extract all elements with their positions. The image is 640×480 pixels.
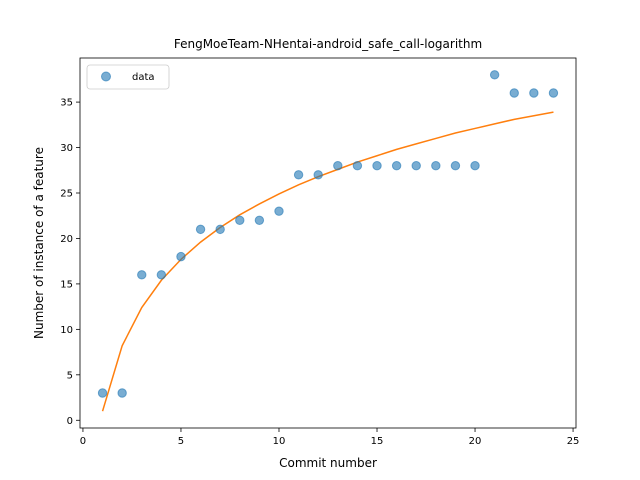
data-point: [254, 215, 265, 225]
x-tick-label: 25: [567, 436, 580, 447]
y-tick-label: 0: [67, 416, 73, 427]
x-axis-label: Commit number: [279, 456, 377, 470]
data-point: [489, 70, 500, 80]
legend-box: [86, 64, 170, 90]
x-axis: 0 5 10 15 20 25: [80, 428, 580, 447]
chart-title: FengMoeTeam-NHentai-android_safe_call-lo…: [174, 37, 482, 51]
fit-line: [101, 111, 554, 412]
data-point: [195, 224, 206, 235]
data-point: [97, 388, 108, 398]
x-tick-label: 20: [469, 436, 482, 447]
y-tick-label: 5: [67, 370, 73, 381]
data-point: [509, 88, 519, 98]
x-tick-label: 10: [273, 436, 286, 447]
data-point: [333, 161, 343, 171]
y-tick-label: 10: [60, 325, 73, 336]
data-point: [117, 388, 127, 398]
data-point: [548, 88, 559, 98]
fit-curve: [101, 111, 554, 412]
data-point: [431, 161, 441, 171]
data-point: [293, 170, 304, 180]
y-tick-label: 30: [60, 143, 73, 154]
y-axis-label: Number of instance of a feature: [32, 147, 46, 339]
data-point: [235, 215, 245, 225]
y-tick-label: 35: [60, 98, 73, 109]
plot-frame: [79, 57, 577, 429]
data-point: [450, 161, 461, 171]
legend-marker: [101, 71, 111, 82]
data-point: [137, 270, 147, 280]
data-point: [529, 88, 539, 98]
x-tick-label: 0: [80, 436, 86, 447]
data-point: [215, 224, 225, 235]
legend-label-data: data: [132, 72, 155, 83]
data-point: [391, 161, 402, 171]
legend: data: [86, 64, 170, 90]
x-tick-label: 5: [178, 436, 184, 447]
data-points: [97, 70, 559, 398]
data-point: [352, 161, 363, 171]
data-point: [156, 270, 167, 280]
x-tick-label: 15: [371, 436, 384, 447]
y-tick-label: 20: [60, 234, 73, 245]
y-axis: 0 5 10 15 20 25 30 35: [60, 98, 80, 427]
data-point: [470, 161, 480, 171]
y-tick-label: 15: [60, 279, 73, 290]
data-point: [274, 206, 284, 216]
data-point: [176, 251, 186, 262]
data-point: [411, 161, 421, 171]
y-tick-label: 25: [60, 189, 73, 200]
data-point: [313, 170, 323, 180]
data-point: [372, 161, 382, 171]
